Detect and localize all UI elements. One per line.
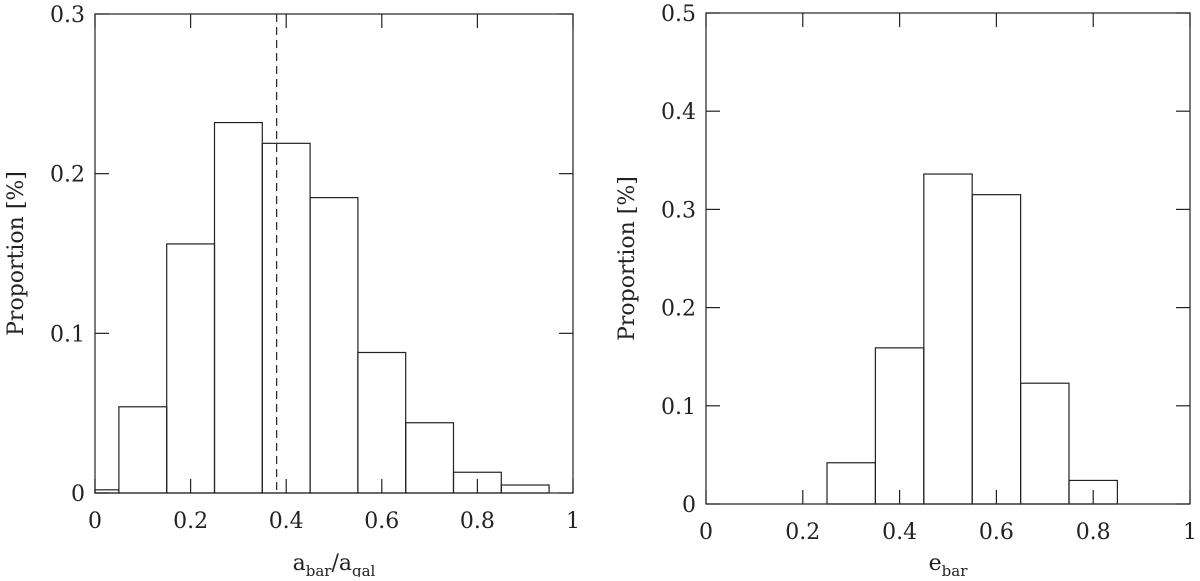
y-axis-label: Proportion [%] <box>4 171 29 336</box>
histogram-bar <box>923 173 973 505</box>
histogram-bar <box>971 194 1022 505</box>
x-tick-label: 0.8 <box>1076 520 1111 545</box>
y-axis-label: Proportion [%] <box>615 176 640 341</box>
x-tick-label: 0.2 <box>173 509 208 534</box>
subscript: bar <box>306 562 333 577</box>
histogram-bar <box>500 484 550 494</box>
y-tick-label: 0.1 <box>50 322 85 347</box>
histogram-bar <box>94 489 120 494</box>
x-tick-label: 1 <box>566 509 580 534</box>
x-tick-label: 0 <box>699 520 713 545</box>
label-part: /a <box>331 551 352 576</box>
x-tick-label: 0.4 <box>882 520 917 545</box>
histogram-bar <box>261 142 311 494</box>
label-part: a <box>293 551 306 576</box>
histogram-bar <box>452 471 502 494</box>
y-tick-label: 0.1 <box>661 395 696 420</box>
label-part: e <box>929 551 942 576</box>
x-axis-label: abar/agal <box>293 551 376 577</box>
x-tick-label: 0.4 <box>269 509 304 534</box>
subscript: bar <box>942 562 969 577</box>
histogram-bar <box>213 121 263 494</box>
y-tick-label: 0.5 <box>661 2 696 27</box>
y-tick-label: 0.4 <box>661 100 696 125</box>
subscript: gal <box>352 562 376 577</box>
histogram-bar <box>826 462 877 505</box>
x-tick-label: 0.6 <box>364 509 399 534</box>
y-tick-label: 0.3 <box>50 3 85 28</box>
y-tick-label: 0 <box>71 482 85 507</box>
x-tick-label: 0.2 <box>785 520 820 545</box>
histogram-bar <box>874 347 925 505</box>
y-tick-label: 0.2 <box>50 163 85 188</box>
histogram-bar <box>309 197 359 494</box>
y-tick-label: 0 <box>682 493 696 518</box>
histogram-bar <box>405 422 455 494</box>
y-tick-label: 0.3 <box>661 198 696 223</box>
x-tick-label: 1 <box>1183 520 1197 545</box>
histogram-bar <box>1019 382 1070 505</box>
histogram-bar <box>1068 479 1119 505</box>
x-tick-label: 0.8 <box>460 509 495 534</box>
x-tick-label: 0 <box>88 509 102 534</box>
histogram-bar <box>118 406 168 494</box>
x-axis-label: ebar <box>929 551 969 577</box>
histogram-bar <box>357 351 407 494</box>
plot-frame <box>705 12 1191 505</box>
y-tick-label: 0.2 <box>661 297 696 322</box>
histogram-bar <box>166 243 216 494</box>
x-tick-label: 0.6 <box>979 520 1014 545</box>
